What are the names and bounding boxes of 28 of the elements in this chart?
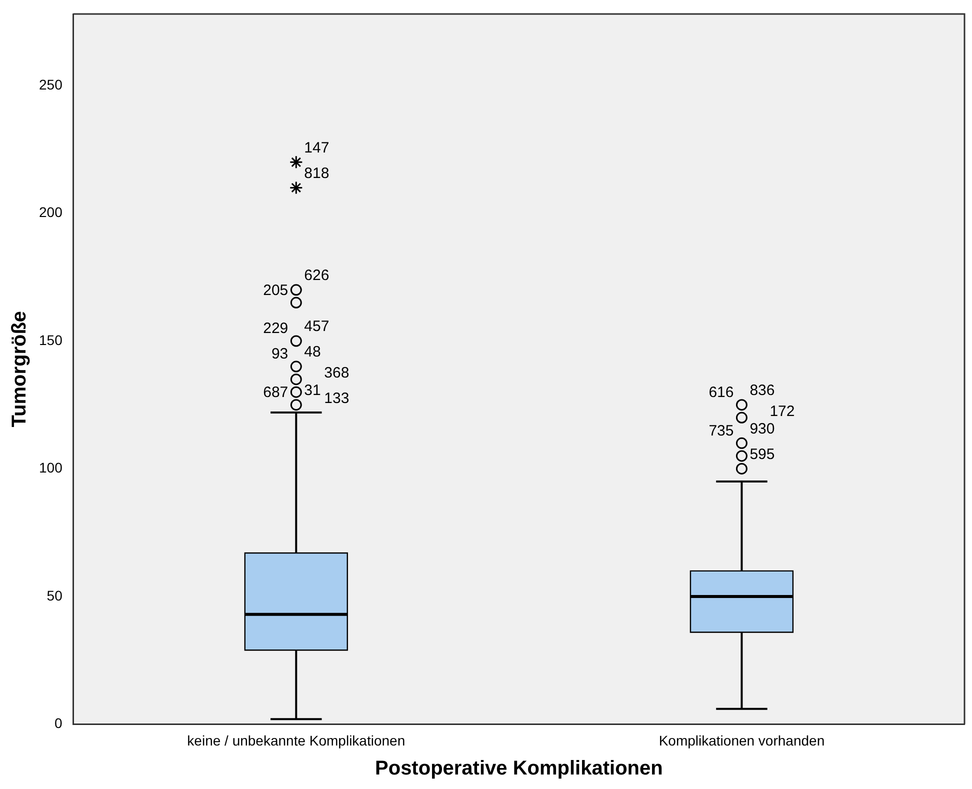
y-tick-label: 250 (39, 76, 63, 92)
annotation: 930 (750, 420, 775, 438)
annotation: 836 (750, 382, 775, 400)
annotation: 616 (708, 384, 734, 402)
x-tick-label: keine / unbekannte Komplikationen (187, 732, 406, 748)
annotation: 133 (324, 390, 350, 408)
annotation: 457 (304, 318, 330, 336)
annotation: 48 (304, 344, 321, 361)
y-tick-label: 200 (39, 204, 63, 220)
annotation: 818 (304, 164, 330, 182)
y-tick-label: 0 (54, 715, 63, 732)
annotation: 595 (750, 446, 775, 463)
y-axis-title: Tumorgröße (8, 310, 31, 428)
annotation: 31 (304, 382, 321, 400)
y-tick-label: 50 (46, 587, 63, 604)
annotation: 229 (263, 320, 288, 338)
annotation: 147 (304, 139, 330, 156)
x-axis-title: Postoperative Komplikationen (375, 758, 663, 780)
annotation: 205 (263, 282, 288, 299)
y-tick-label: 150 (39, 332, 63, 348)
annotation: 735 (708, 422, 734, 440)
annotation: 93 (271, 346, 288, 363)
y-tick-label: 100 (39, 460, 63, 476)
annotation: 368 (324, 364, 350, 382)
annotation: 687 (263, 384, 288, 402)
annotation: 626 (304, 267, 330, 284)
annotation: 172 (770, 402, 795, 420)
x-tick-label: Komplikationen vorhanden (658, 732, 825, 748)
